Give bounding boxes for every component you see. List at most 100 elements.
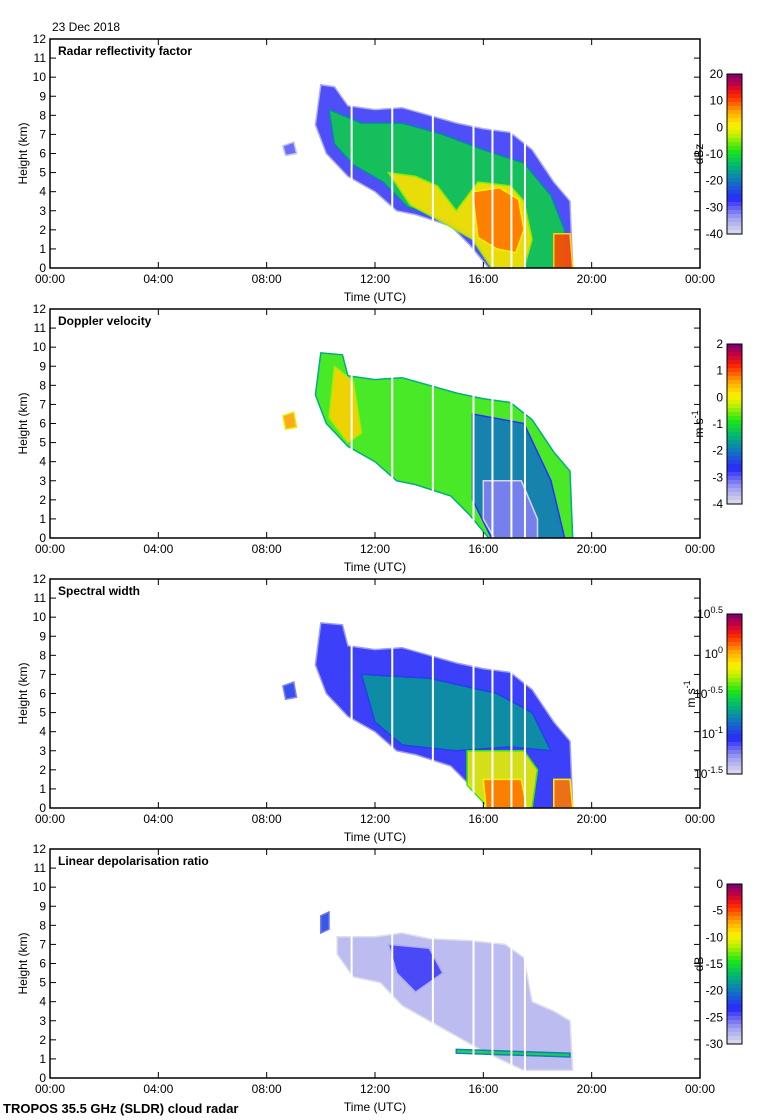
colorbar-frame [726, 613, 743, 775]
data-layer [282, 579, 574, 808]
y-tick-label: 8 [39, 648, 46, 662]
colorbar-cell [727, 416, 742, 421]
colorbar-tick-label: 0 [716, 120, 723, 134]
colorbar-tick-label: 20 [710, 67, 724, 81]
y-tick-label: 8 [39, 108, 46, 122]
colorbar-tick-label: 10-1.5 [694, 765, 723, 781]
colorbar-cell [727, 896, 742, 901]
colorbar-cell [727, 182, 742, 187]
x-tick-label: 00:00 [685, 1082, 715, 1096]
y-tick-label: 11 [34, 51, 47, 65]
x-tick-label: 12:00 [360, 1082, 390, 1096]
y-tick-label: 4 [39, 185, 46, 199]
colorbar-cell [727, 976, 742, 981]
colorbar-cell [727, 230, 742, 235]
colorbar-cell [727, 670, 742, 675]
colorbar-cell [727, 738, 742, 743]
colorbar-cell [727, 642, 742, 647]
colorbar-cell [727, 444, 742, 449]
colorbar-cell [727, 618, 742, 623]
colorbar-cell [727, 134, 742, 139]
colorbar-cell [727, 694, 742, 699]
panel-title: Doppler velocity [58, 314, 152, 328]
echo-rain-core [482, 778, 528, 808]
colorbar-cell [727, 686, 742, 691]
colorbar-cell [727, 984, 742, 989]
colorbar-cell [727, 476, 742, 481]
colorbar-cell [727, 766, 742, 771]
colorbar-cell [727, 376, 742, 381]
y-tick-label: 9 [39, 629, 46, 643]
colorbar-cell [727, 730, 742, 735]
colorbar-cell [727, 74, 742, 79]
colorbar-cell [727, 654, 742, 659]
colorbar-cell [727, 638, 742, 643]
colorbar-cell [727, 758, 742, 763]
colorbar-frame [726, 883, 743, 1045]
colorbar-cell [727, 952, 742, 957]
echo-late-shower [553, 778, 574, 808]
y-tick-label: 4 [39, 995, 46, 1009]
y-tick-label: 9 [39, 89, 46, 103]
colorbar-cell [727, 436, 742, 441]
x-tick-label: 12:00 [360, 542, 390, 556]
colorbar-cell [727, 464, 742, 469]
colorbar-tick-label: 1 [716, 364, 723, 378]
colorbar-cell [727, 702, 742, 707]
colorbar-cell [727, 944, 742, 949]
colorbar-cell [727, 222, 742, 227]
colorbar-tick-label: 10-1 [702, 725, 723, 741]
data-gap [431, 309, 434, 538]
colorbar-cell [727, 170, 742, 175]
colorbar-tick-label: 100.5 [697, 605, 723, 621]
x-axis-label: Time (UTC) [344, 1100, 406, 1114]
colorbar-cell [727, 178, 742, 183]
colorbar-cell [727, 710, 742, 715]
colorbar-cell [727, 130, 742, 135]
colorbar-cell [727, 396, 742, 401]
x-tick-label: 12:00 [360, 812, 390, 826]
y-tick-label: 4 [39, 725, 46, 739]
colorbar-label: m s-1 [690, 410, 706, 437]
y-tick-label: 11 [34, 861, 47, 875]
colorbar-tick-label: -15 [706, 957, 724, 971]
x-tick-label: 04:00 [143, 272, 173, 286]
colorbar-cell [727, 384, 742, 389]
y-tick-label: 5 [39, 436, 46, 450]
colorbar-cell [727, 372, 742, 377]
colorbar-cell [727, 392, 742, 397]
y-tick-label: 7 [39, 667, 46, 681]
data-gap [510, 39, 513, 268]
colorbar-cell [727, 364, 742, 369]
x-axis-label: Time (UTC) [344, 290, 406, 304]
colorbar-cell [727, 706, 742, 711]
x-tick-label: 08:00 [252, 812, 282, 826]
data-gap [491, 849, 494, 1078]
chart-date: 23 Dec 2018 [52, 20, 121, 34]
echo-heavy-fall-core [482, 480, 539, 538]
y-tick-label: 5 [39, 976, 46, 990]
x-tick-label: 00:00 [685, 812, 715, 826]
y-tick-label: 8 [39, 378, 46, 392]
data-gap [472, 309, 475, 538]
y-tick-label: 7 [39, 937, 46, 951]
echo-mid-layer [360, 673, 553, 752]
x-tick-label: 08:00 [252, 542, 282, 556]
colorbar-cell [727, 1008, 742, 1013]
colorbar-cell [727, 202, 742, 207]
x-axis-label: Time (UTC) [344, 830, 406, 844]
colorbar-cell [727, 968, 742, 973]
colorbar-cell [727, 630, 742, 635]
y-tick-label: 11 [34, 321, 47, 335]
y-tick-label: 12 [33, 302, 47, 316]
y-tick-label: 7 [39, 127, 46, 141]
colorbar-tick-label: -1 [712, 417, 723, 431]
x-tick-label: 00:00 [35, 542, 65, 556]
y-tick-label: 12 [33, 572, 47, 586]
y-tick-label: 1 [39, 242, 46, 256]
echo-ice-cloud [336, 932, 574, 1072]
colorbar-cell [727, 380, 742, 385]
colorbar-cell [727, 1024, 742, 1029]
